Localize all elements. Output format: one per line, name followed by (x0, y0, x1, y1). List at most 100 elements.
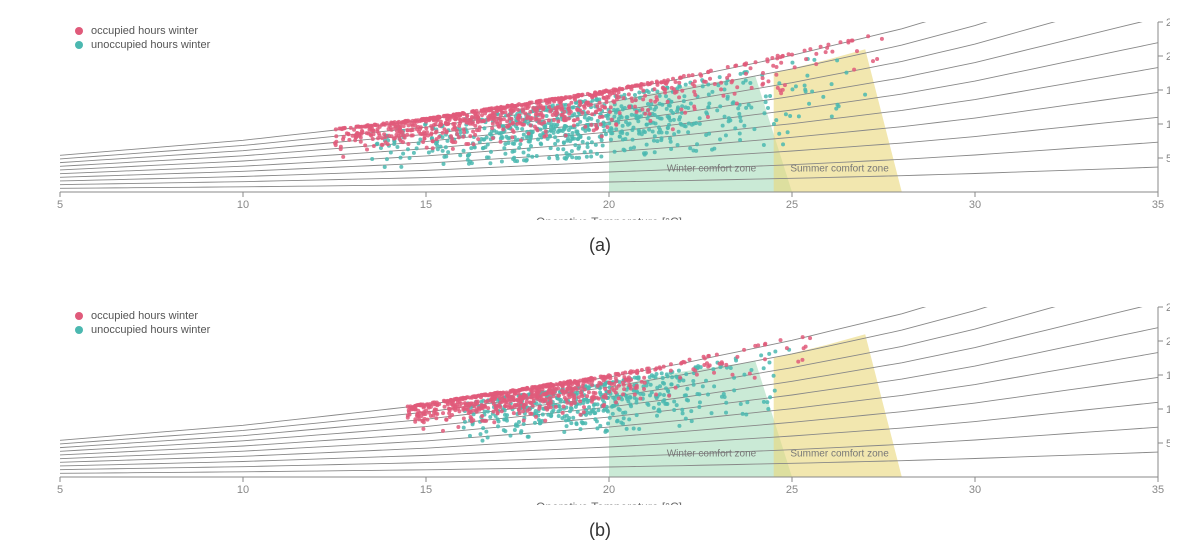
point (790, 61, 794, 65)
point (562, 380, 566, 384)
point (838, 40, 842, 44)
point (846, 40, 850, 44)
point (760, 83, 764, 87)
point (459, 130, 463, 134)
point (648, 82, 652, 86)
point (527, 435, 531, 439)
point (560, 389, 564, 393)
point (547, 118, 551, 122)
point (718, 104, 722, 108)
point (692, 104, 696, 108)
point (541, 413, 545, 417)
point (652, 139, 656, 143)
point (482, 126, 486, 130)
point (546, 383, 550, 387)
point (393, 126, 397, 130)
legend-item-unoccupied: unoccupied hours winter (75, 324, 210, 336)
point (625, 427, 629, 431)
point (575, 382, 579, 386)
point (533, 125, 537, 129)
point (779, 338, 783, 342)
point (412, 151, 416, 155)
point (680, 123, 684, 127)
point (654, 95, 658, 99)
point (617, 117, 621, 121)
point (679, 362, 683, 366)
point (684, 417, 688, 421)
point (354, 136, 358, 140)
point (756, 343, 760, 347)
point (748, 81, 752, 85)
point (773, 350, 777, 354)
point (766, 79, 770, 83)
point (724, 401, 728, 405)
point (678, 376, 682, 380)
point (553, 142, 557, 146)
point (668, 118, 672, 122)
point (727, 119, 731, 123)
point (628, 122, 632, 126)
point (707, 354, 711, 358)
point (738, 138, 742, 142)
point (406, 413, 410, 417)
point (476, 137, 480, 141)
point (536, 385, 540, 389)
point (399, 133, 403, 137)
point (561, 411, 565, 415)
point (569, 110, 573, 114)
point (607, 381, 611, 385)
point (462, 426, 466, 430)
point (638, 396, 642, 400)
point (604, 98, 608, 102)
point (653, 134, 657, 138)
point (643, 153, 647, 157)
point (719, 87, 723, 91)
point (548, 134, 552, 138)
point (587, 405, 591, 409)
point (585, 142, 589, 146)
point (556, 147, 560, 151)
point (670, 382, 674, 386)
point (380, 143, 384, 147)
point (568, 95, 572, 99)
point (377, 131, 381, 135)
point (365, 147, 369, 151)
point (635, 83, 639, 87)
point (523, 111, 527, 115)
point (544, 130, 548, 134)
point (576, 410, 580, 414)
point (652, 108, 656, 112)
point (540, 397, 544, 401)
legend-swatch-unoccupied (75, 41, 83, 49)
point (522, 151, 526, 155)
point (825, 46, 829, 50)
point (761, 71, 765, 75)
point (431, 139, 435, 143)
point (645, 143, 649, 147)
point (695, 142, 699, 146)
point (674, 386, 678, 390)
point (334, 140, 338, 144)
point (596, 119, 600, 123)
point (635, 386, 639, 390)
y-tick-label: 10 (1166, 119, 1170, 131)
point (596, 408, 600, 412)
point (880, 37, 884, 41)
legend-label-occupied: occupied hours winter (91, 25, 198, 37)
point (635, 413, 639, 417)
point (528, 101, 532, 105)
point (450, 137, 454, 141)
point (810, 90, 814, 94)
point (468, 434, 472, 438)
point (470, 115, 474, 119)
point (698, 72, 702, 76)
point (641, 89, 645, 93)
point (450, 401, 454, 405)
point (609, 131, 613, 135)
point (750, 86, 754, 90)
point (691, 82, 695, 86)
x-axis-label: Operative Temperature [°C] (536, 500, 682, 505)
point (703, 356, 707, 360)
point (425, 146, 429, 150)
point (525, 409, 529, 413)
